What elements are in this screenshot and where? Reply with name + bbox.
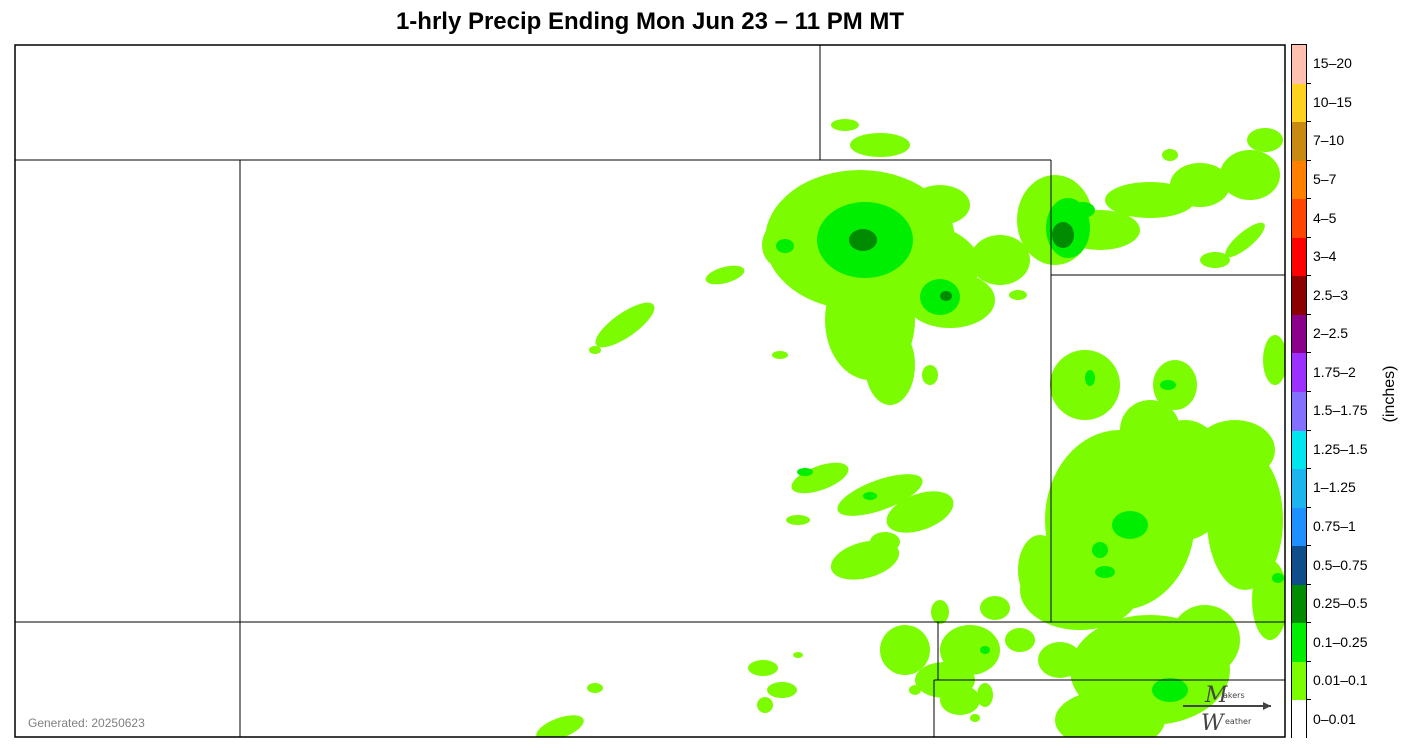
precip-heavy <box>849 222 1074 301</box>
colorbar-label: 4–5 <box>1313 209 1337 226</box>
colorbar-tick <box>1306 352 1311 354</box>
colorbar-label: 1.5–1.75 <box>1313 402 1368 419</box>
colorbar-label: 0.1–0.25 <box>1313 633 1368 650</box>
svg-text:eather: eather <box>1225 717 1252 726</box>
colorbar-label: 1–1.25 <box>1313 479 1356 496</box>
colorbar-tick <box>1306 660 1311 662</box>
colorbar-label: 2.5–3 <box>1313 286 1349 303</box>
colorbar-label: 3–4 <box>1313 248 1337 265</box>
colorbar-tick <box>1306 313 1311 315</box>
colorbar-segment <box>1292 45 1306 84</box>
colorbar-tick <box>1306 159 1311 161</box>
colorbar-segment <box>1292 700 1306 740</box>
precip-colorbar <box>1291 44 1307 740</box>
colorbar-segment <box>1292 122 1306 162</box>
colorbar-tick <box>1306 121 1311 123</box>
map-frame <box>14 44 1286 738</box>
colorbar-tick <box>1306 583 1311 585</box>
colorbar-segment <box>1292 83 1306 123</box>
colorbar-segment <box>1292 584 1306 624</box>
svg-text:M: M <box>1204 683 1228 708</box>
svg-text:akers: akers <box>1223 691 1245 700</box>
colorbar-segment <box>1292 237 1306 277</box>
colorbar-tick <box>1306 429 1311 431</box>
colorbar-segment <box>1292 314 1306 354</box>
colorbar-segment <box>1292 199 1306 239</box>
generated-stamp: Generated: 20250623 <box>28 716 145 730</box>
colorbar-segment <box>1292 430 1306 470</box>
colorbar-segment <box>1292 276 1306 316</box>
colorbar-tick <box>1306 391 1311 392</box>
makers-weather-logo: M akers W eather <box>1183 683 1271 734</box>
colorbar-tick <box>1306 275 1311 277</box>
colorbar-tick <box>1306 468 1311 470</box>
colorbar-segment <box>1292 353 1306 393</box>
colorbar-tick <box>1306 198 1311 200</box>
colorbar-segment <box>1292 469 1306 509</box>
colorbar-label: 0.01–0.1 <box>1313 672 1368 689</box>
units-label: (inches) <box>1381 365 1398 423</box>
colorbar-segment <box>1292 160 1306 200</box>
colorbar-label: 1.25–1.5 <box>1313 440 1368 457</box>
colorbar-segment <box>1292 623 1306 663</box>
precip-map <box>14 44 1286 738</box>
colorbar-tick <box>1306 545 1311 547</box>
colorbar-segment <box>1292 546 1306 586</box>
colorbar-label: 0.75–1 <box>1313 517 1356 534</box>
colorbar-segment <box>1292 661 1306 701</box>
colorbar-label: 5–7 <box>1313 170 1337 187</box>
colorbar-segment <box>1292 507 1306 547</box>
colorbar-segment <box>1292 392 1306 431</box>
colorbar-label: 1.75–2 <box>1313 363 1356 380</box>
colorbar-tick <box>1306 622 1311 624</box>
colorbar-label: 0.5–0.75 <box>1313 556 1368 573</box>
svg-text:W: W <box>1201 711 1226 734</box>
colorbar-label: 15–20 <box>1313 55 1352 72</box>
colorbar-tick <box>1306 82 1311 84</box>
colorbar-label: 7–10 <box>1313 132 1345 149</box>
colorbar-tick <box>1306 506 1311 508</box>
colorbar-label: 0–0.01 <box>1313 710 1356 727</box>
colorbar-label: 2–2.5 <box>1313 325 1349 342</box>
colorbar-label: 0.25–0.5 <box>1313 595 1368 612</box>
state-boundaries <box>15 45 1285 737</box>
colorbar-tick <box>1306 699 1311 701</box>
map-title: 1-hrly Precip Ending Mon Jun 23 – 11 PM … <box>395 8 905 35</box>
colorbar-tick <box>1306 236 1311 238</box>
colorbar-label: 10–15 <box>1313 93 1352 110</box>
